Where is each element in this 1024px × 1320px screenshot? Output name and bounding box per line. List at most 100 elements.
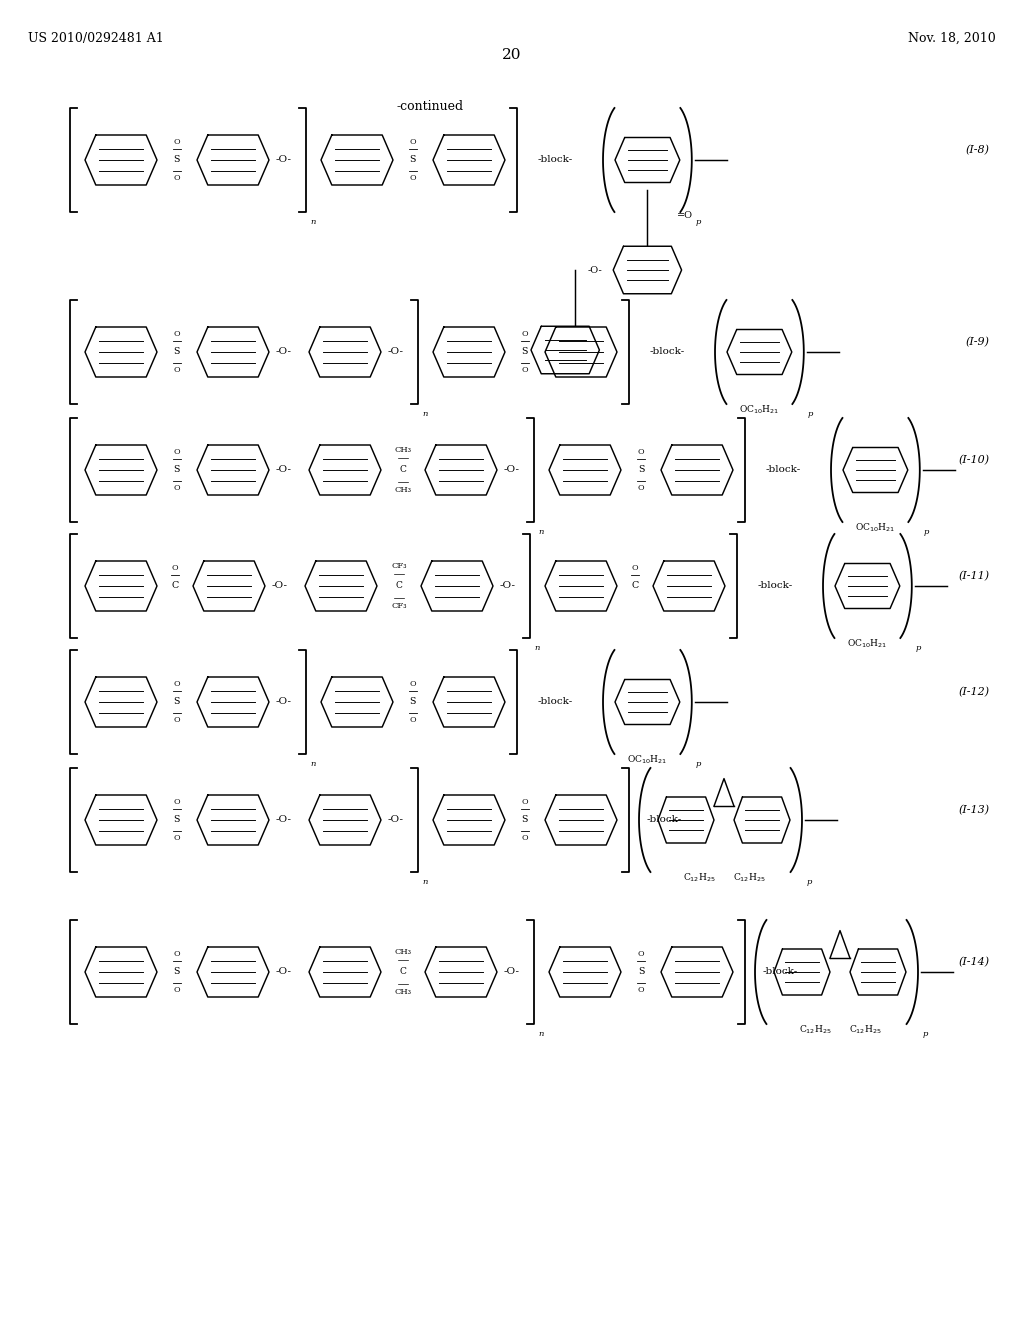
Text: S: S — [174, 816, 180, 825]
Text: n: n — [310, 218, 315, 226]
Text: -block-: -block- — [649, 347, 685, 356]
Text: O: O — [174, 950, 180, 958]
Text: -O-: -O- — [504, 968, 520, 977]
Text: -block-: -block- — [758, 582, 793, 590]
Text: C$_{12}$H$_{25}$: C$_{12}$H$_{25}$ — [799, 1024, 831, 1036]
Text: S: S — [174, 968, 180, 977]
Text: S: S — [174, 466, 180, 474]
Text: -O-: -O- — [504, 466, 520, 474]
Text: C$_{12}$H$_{25}$: C$_{12}$H$_{25}$ — [683, 871, 716, 884]
Text: (I-11): (I-11) — [958, 570, 990, 581]
Text: n: n — [310, 760, 315, 768]
Text: CH₃: CH₃ — [394, 486, 412, 494]
Text: C: C — [171, 582, 178, 590]
Text: O: O — [174, 483, 180, 491]
Text: CH₃: CH₃ — [394, 446, 412, 454]
Text: S: S — [174, 156, 180, 165]
Text: -O-: -O- — [276, 466, 292, 474]
Text: p: p — [696, 218, 701, 226]
Text: O: O — [174, 139, 180, 147]
Text: n: n — [422, 878, 428, 886]
Text: n: n — [422, 411, 428, 418]
Text: -block-: -block- — [646, 816, 682, 825]
Text: C: C — [399, 968, 407, 977]
Text: CF₃: CF₃ — [391, 562, 407, 570]
Text: p: p — [924, 528, 930, 536]
Text: O: O — [521, 330, 528, 338]
Text: US 2010/0292481 A1: US 2010/0292481 A1 — [28, 32, 164, 45]
Text: -O-: -O- — [276, 347, 292, 356]
Text: -block-: -block- — [765, 466, 801, 474]
Text: C$_{12}$H$_{25}$: C$_{12}$H$_{25}$ — [732, 871, 765, 884]
Text: -O-: -O- — [500, 582, 516, 590]
Text: O: O — [174, 799, 180, 807]
Text: p: p — [923, 1030, 928, 1038]
Text: O: O — [174, 449, 180, 457]
Text: S: S — [638, 968, 644, 977]
Text: O: O — [521, 799, 528, 807]
Text: -O-: -O- — [388, 816, 404, 825]
Text: p: p — [806, 878, 812, 886]
Text: O: O — [174, 330, 180, 338]
Text: C$_{12}$H$_{25}$: C$_{12}$H$_{25}$ — [849, 1024, 882, 1036]
Text: -continued: -continued — [396, 100, 464, 114]
Text: (I-8): (I-8) — [966, 145, 990, 156]
Text: C: C — [395, 582, 402, 590]
Text: (I-12): (I-12) — [958, 686, 990, 697]
Text: S: S — [522, 347, 528, 356]
Text: OC$_{10}$H$_{21}$: OC$_{10}$H$_{21}$ — [855, 521, 895, 533]
Text: S: S — [638, 466, 644, 474]
Text: O: O — [174, 173, 180, 181]
Text: -O-: -O- — [276, 968, 292, 977]
Text: O: O — [174, 366, 180, 374]
Text: n: n — [539, 1030, 544, 1038]
Text: -O-: -O- — [276, 816, 292, 825]
Text: O: O — [410, 681, 417, 689]
Text: O: O — [174, 986, 180, 994]
Text: (I-10): (I-10) — [958, 455, 990, 465]
Text: S: S — [410, 156, 416, 165]
Text: O: O — [638, 986, 644, 994]
Text: p: p — [808, 411, 813, 418]
Text: Nov. 18, 2010: Nov. 18, 2010 — [908, 32, 996, 45]
Text: -O-: -O- — [588, 265, 602, 275]
Text: =O: =O — [678, 210, 693, 219]
Text: S: S — [410, 697, 416, 706]
Text: O: O — [638, 483, 644, 491]
Text: -O-: -O- — [272, 582, 288, 590]
Text: n: n — [535, 644, 540, 652]
Text: OC$_{10}$H$_{21}$: OC$_{10}$H$_{21}$ — [739, 403, 779, 416]
Text: O: O — [174, 833, 180, 842]
Text: O: O — [638, 950, 644, 958]
Text: n: n — [539, 528, 544, 536]
Text: S: S — [522, 816, 528, 825]
Text: O: O — [521, 833, 528, 842]
Text: OC$_{10}$H$_{21}$: OC$_{10}$H$_{21}$ — [848, 638, 888, 649]
Text: p: p — [696, 760, 701, 768]
Text: -block-: -block- — [538, 697, 572, 706]
Text: O: O — [638, 449, 644, 457]
Text: CH₃: CH₃ — [394, 949, 412, 957]
Text: -O-: -O- — [388, 347, 404, 356]
Text: -O-: -O- — [276, 697, 292, 706]
Text: CH₃: CH₃ — [394, 987, 412, 995]
Text: O: O — [410, 173, 417, 181]
Text: O: O — [521, 366, 528, 374]
Text: (I-14): (I-14) — [958, 957, 990, 968]
Text: S: S — [174, 697, 180, 706]
Text: C: C — [632, 582, 639, 590]
Text: -block-: -block- — [763, 968, 798, 977]
Text: 20: 20 — [502, 48, 522, 62]
Text: (I-13): (I-13) — [958, 805, 990, 816]
Text: O: O — [172, 565, 178, 573]
Text: O: O — [174, 681, 180, 689]
Text: p: p — [916, 644, 922, 652]
Text: S: S — [174, 347, 180, 356]
Text: O: O — [174, 715, 180, 723]
Text: -block-: -block- — [538, 156, 572, 165]
Text: C: C — [399, 466, 407, 474]
Text: -O-: -O- — [276, 156, 292, 165]
Text: O: O — [632, 565, 638, 573]
Text: OC$_{10}$H$_{21}$: OC$_{10}$H$_{21}$ — [628, 754, 668, 766]
Text: O: O — [410, 715, 417, 723]
